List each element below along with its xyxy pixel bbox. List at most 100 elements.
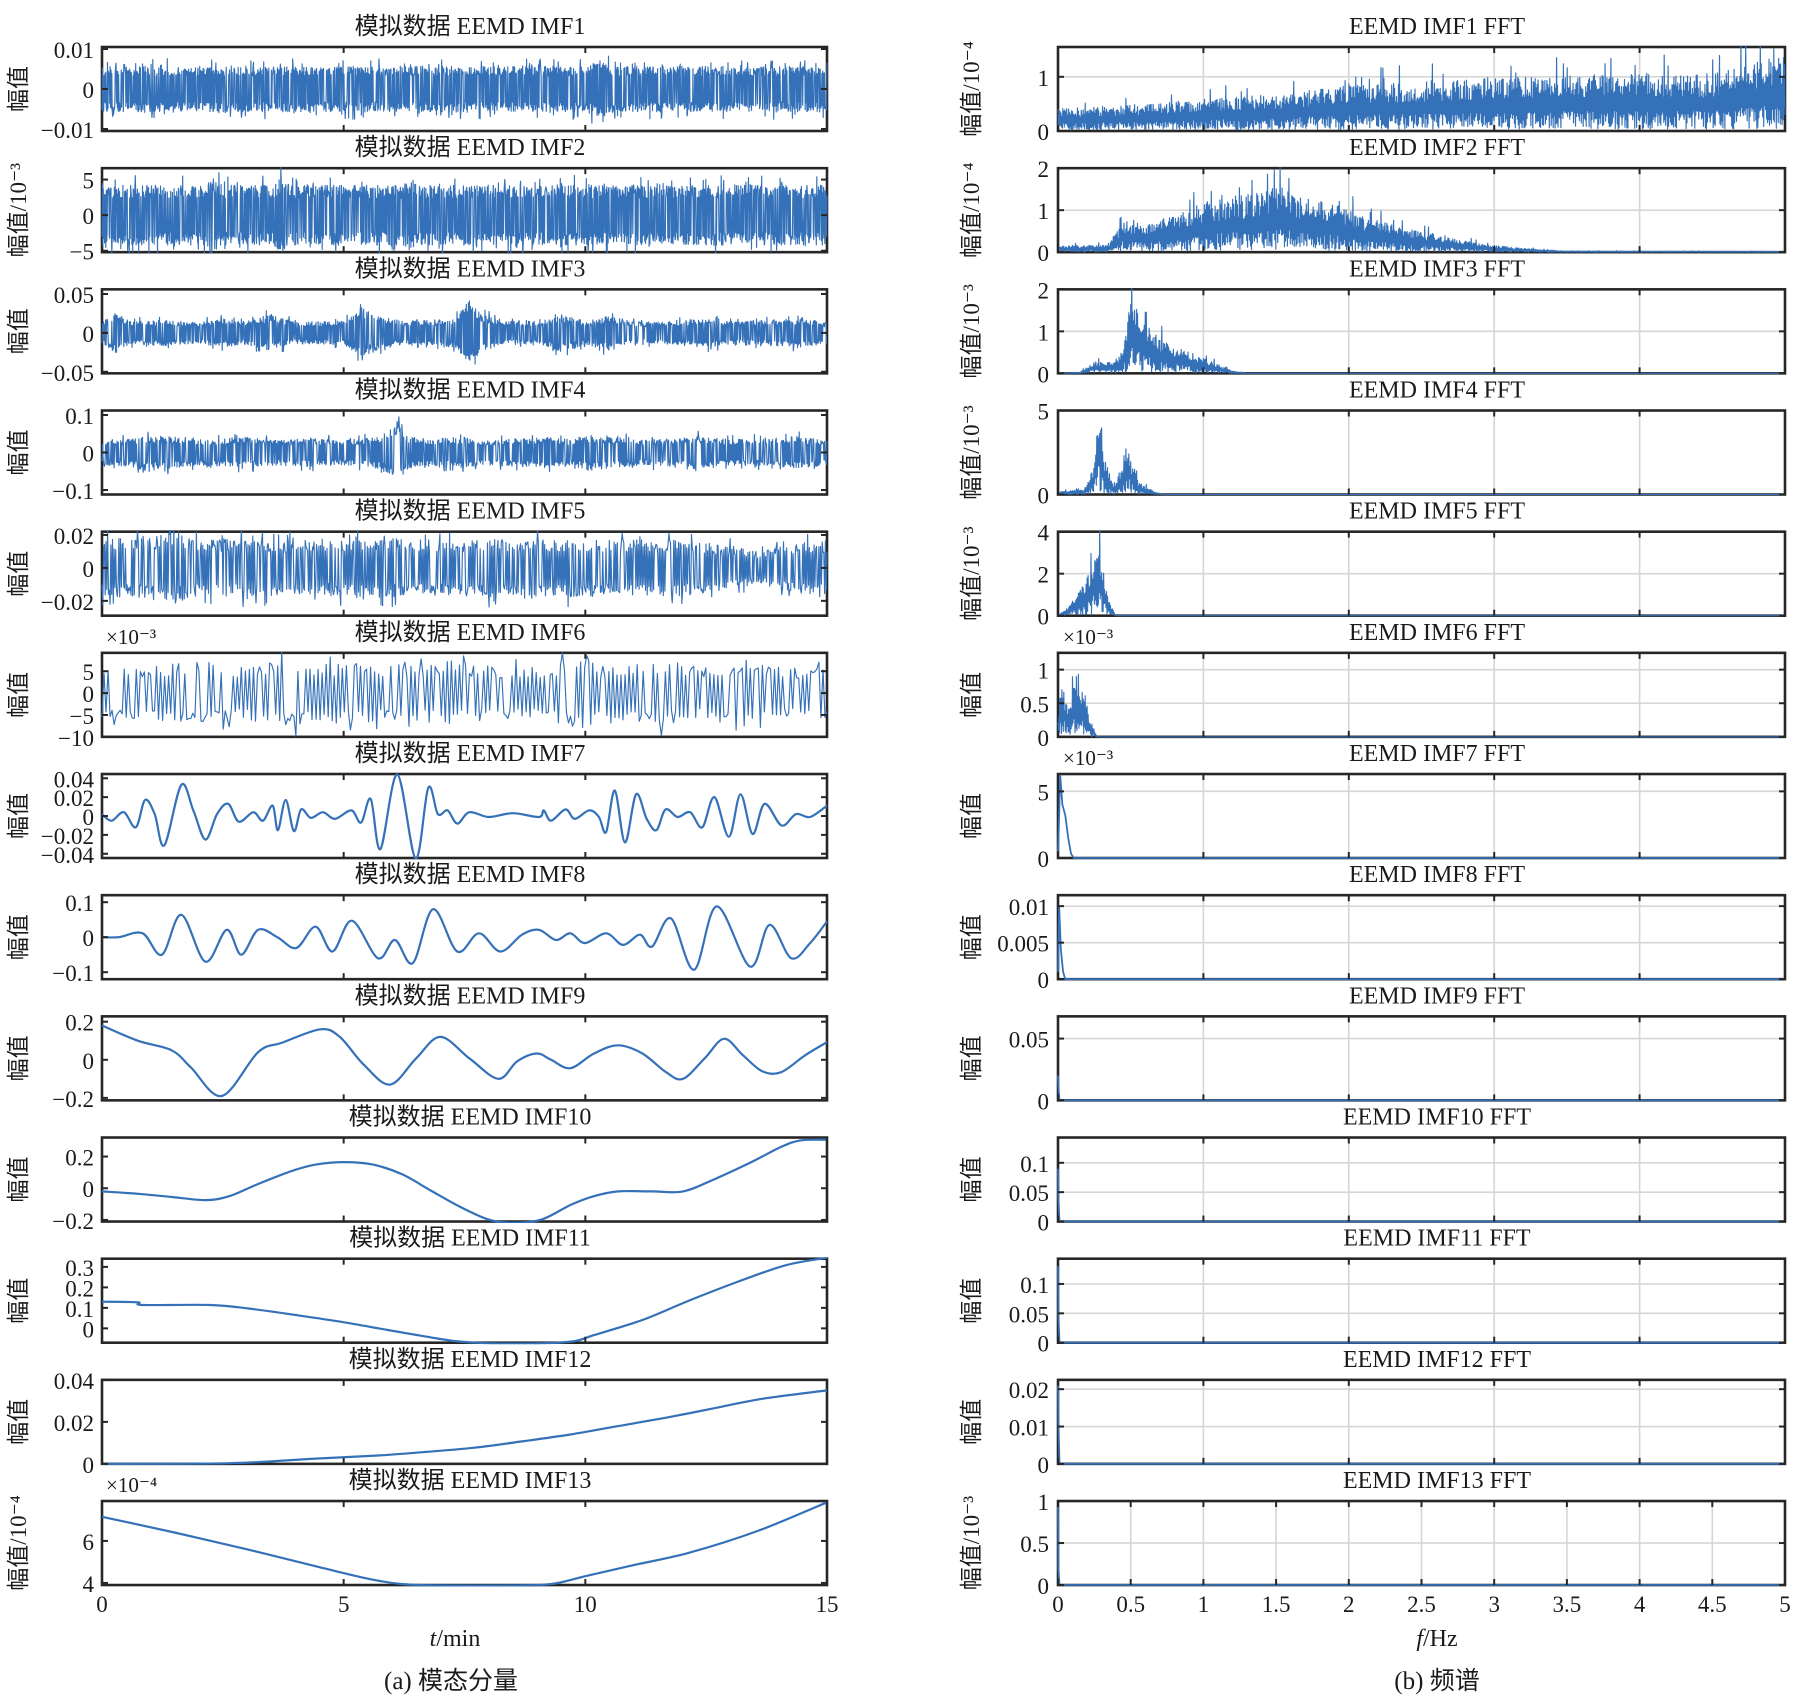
y-tick-label: 0 xyxy=(83,1453,95,1478)
y-axis-label: 幅值 xyxy=(6,1399,31,1445)
plot-area xyxy=(1058,1379,1785,1464)
y-axis-label: 幅值 xyxy=(959,672,984,718)
x-axis-label: t/min xyxy=(430,1626,481,1652)
y-tick-label: 0.1 xyxy=(65,404,94,429)
plot-area xyxy=(102,1258,827,1343)
subplot-title: 模拟数据 EEMD IMF1 xyxy=(355,13,586,40)
plot-area xyxy=(1058,1258,1785,1343)
subplot-title: 模拟数据 EEMD IMF12 xyxy=(349,1346,592,1373)
y-tick-label: 0 xyxy=(1038,968,1050,993)
y-tick-label: 0 xyxy=(1038,241,1050,266)
plot-area xyxy=(102,1016,827,1101)
y-tick-label: 0.5 xyxy=(1020,692,1049,717)
subplot-title: 模拟数据 EEMD IMF4 xyxy=(355,377,586,404)
spectrum-subplot-imf2: 0 1 2 EEMD IMF2 FFT 幅值/10⁻⁴ xyxy=(959,135,1787,266)
mode-subplot-imf12: 0 0.02 0.04 模拟数据 EEMD IMF12 幅值 xyxy=(6,1346,829,1478)
y-tick-label: 2 xyxy=(1038,278,1050,303)
y-exponent-label: ×10⁻⁴ xyxy=(106,1473,157,1497)
subplot-title: EEMD IMF4 FFT xyxy=(1349,378,1525,404)
y-tick-label: 0 xyxy=(83,1317,95,1342)
y-tick-label: 6 xyxy=(83,1530,95,1555)
subplot-title: EEMD IMF7 FFT xyxy=(1349,741,1525,767)
y-tick-label: 0 xyxy=(1038,847,1050,872)
x-tick-label: 0.5 xyxy=(1116,1592,1145,1617)
y-tick-label: 0 xyxy=(1038,1089,1050,1114)
x-tick-label: 4.5 xyxy=(1698,1592,1727,1617)
subplot-title: EEMD IMF2 FFT xyxy=(1349,135,1525,161)
spectrum-subplot-imf1: 0 1 EEMD IMF1 FFT 幅值/10⁻⁴ xyxy=(959,14,1787,145)
y-tick-label: 0.05 xyxy=(1009,1302,1049,1327)
series-line xyxy=(1057,673,1786,738)
y-tick-label: 5 xyxy=(83,169,95,194)
spectrum-subplot-imf11: 0 0.05 0.1 EEMD IMF11 FFT 幅值 xyxy=(959,1226,1787,1357)
x-tick-label: 10 xyxy=(574,1592,597,1617)
y-axis-label: 幅值 xyxy=(6,1278,31,1324)
subplot-title: EEMD IMF5 FFT xyxy=(1349,499,1525,525)
series-line xyxy=(101,905,828,971)
spectrum-subplot-imf10: 0 0.05 0.1 EEMD IMF10 FFT 幅值 xyxy=(959,1105,1787,1236)
series-line xyxy=(101,1024,828,1098)
x-axis-label: f/Hz xyxy=(1416,1626,1457,1652)
y-tick-label: 0.05 xyxy=(1009,1028,1049,1053)
y-tick-label: 0.3 xyxy=(65,1256,94,1281)
y-tick-label: 0 xyxy=(83,557,95,582)
y-tick-label: 0 xyxy=(83,322,95,347)
y-axis-label: 幅值 xyxy=(6,430,31,476)
y-tick-label: 1 xyxy=(1038,659,1050,684)
y-tick-label: 0 xyxy=(83,204,95,229)
y-tick-label: 0 xyxy=(1038,484,1050,509)
y-tick-label: 0.01 xyxy=(1009,895,1049,920)
y-tick-label: −0.01 xyxy=(41,118,94,143)
y-tick-label: 0 xyxy=(1038,1453,1050,1478)
caption-b: (b) 频谱 xyxy=(1394,1667,1479,1695)
x-tick-label: 1.5 xyxy=(1262,1592,1291,1617)
x-tick-label: 0 xyxy=(1052,1592,1064,1617)
y-tick-label: 0.04 xyxy=(54,1369,95,1394)
y-tick-label: 0.1 xyxy=(65,1297,94,1322)
y-tick-label: 0 xyxy=(83,78,95,103)
spectrum-subplot-imf4: 0 5 EEMD IMF4 FFT 幅值/10⁻³ xyxy=(959,378,1787,509)
y-tick-label: 5 xyxy=(1038,400,1050,425)
y-tick-label: 5 xyxy=(83,660,95,685)
y-tick-label: 0.2 xyxy=(65,1146,94,1171)
y-tick-label: 1 xyxy=(1038,199,1050,224)
y-tick-label: 0.05 xyxy=(54,283,94,308)
y-axis-label: 幅值/10⁻³ xyxy=(959,1496,984,1591)
series-line xyxy=(101,300,828,365)
y-tick-label: 0 xyxy=(1038,1574,1050,1599)
series-line xyxy=(101,1257,828,1345)
series-line xyxy=(101,651,828,737)
y-tick-label: 0.02 xyxy=(1009,1378,1049,1403)
y-tick-label: 0.02 xyxy=(54,786,94,811)
mode-subplot-imf13: 4 6 0 5 10 15 模拟数据 EEMD IMF13 幅值/10⁻⁴ ×10⁻⁴ t/min xyxy=(6,1467,839,1652)
mode-subplot-imf4: −0.1 0 0.1 模拟数据 EEMD IMF4 幅值 xyxy=(6,377,829,504)
y-tick-label: 0.2 xyxy=(65,1276,94,1301)
series-line xyxy=(101,55,828,124)
y-axis-label: 幅值 xyxy=(6,308,31,354)
series-line xyxy=(1057,1381,1785,1465)
y-tick-label: 0 xyxy=(1038,120,1050,145)
y-axis-label: 幅值 xyxy=(959,914,984,960)
spectrum-subplot-imf6: 0 0.5 1 EEMD IMF6 FFT 幅值 ×10⁻³ xyxy=(959,620,1787,751)
y-axis-label: 幅值/10⁻⁴ xyxy=(959,162,984,258)
x-tick-label: 5 xyxy=(338,1592,350,1617)
plot-area xyxy=(1058,774,1785,859)
y-axis-label: 幅值 xyxy=(959,1035,984,1081)
y-tick-label: −0.05 xyxy=(41,361,94,386)
y-tick-label: 0.02 xyxy=(54,1411,94,1436)
x-tick-label: 3.5 xyxy=(1553,1592,1582,1617)
plot-area xyxy=(1058,1137,1785,1222)
x-tick-label: 3 xyxy=(1488,1592,1500,1617)
series-line xyxy=(101,1389,828,1465)
y-tick-label: 0.1 xyxy=(1020,1273,1049,1298)
subplot-title: EEMD IMF13 FFT xyxy=(1343,1468,1531,1494)
x-axis-variable: t xyxy=(430,1626,438,1652)
x-tick-label: 5 xyxy=(1779,1592,1791,1617)
x-tick-label: 15 xyxy=(816,1592,839,1617)
subplot-title: 模拟数据 EEMD IMF9 xyxy=(355,982,586,1009)
series-line xyxy=(1057,166,1786,253)
y-tick-label: 0 xyxy=(83,682,95,707)
y-tick-label: 0 xyxy=(83,926,95,951)
x-tick-label: 2.5 xyxy=(1407,1592,1436,1617)
subplot-title: 模拟数据 EEMD IMF8 xyxy=(355,861,586,888)
